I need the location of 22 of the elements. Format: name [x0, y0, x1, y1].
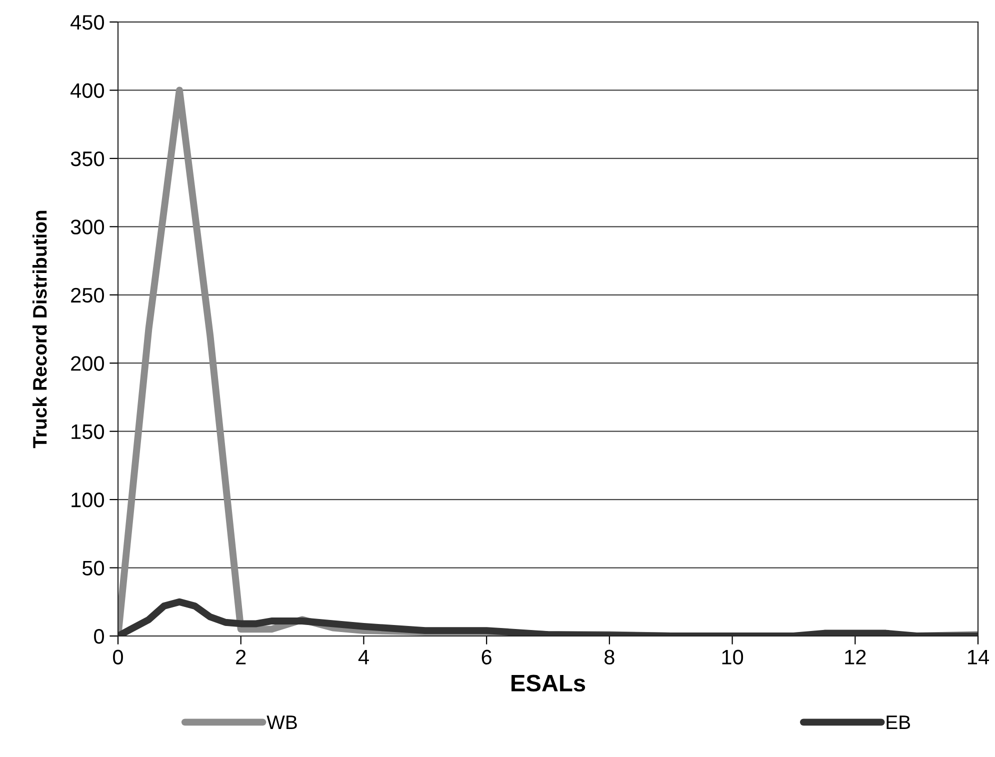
y-tick-label: 200: [71, 356, 104, 371]
x-tick-label: 12: [845, 650, 866, 664]
x-tick-label: 4: [358, 650, 369, 664]
x-axis-title: ESALs: [512, 674, 586, 692]
legend-label: EB: [886, 716, 910, 729]
y-axis-title: Truck Record Distribution: [32, 210, 47, 448]
x-tick-label: 6: [482, 650, 492, 664]
y-tick-label: 250: [71, 288, 104, 303]
x-tick-label: 8: [604, 650, 614, 664]
y-tick-label: 300: [70, 220, 104, 234]
x-tick-label: 2: [236, 650, 246, 664]
legend-label: WB: [266, 716, 297, 729]
x-tick-label: 0: [113, 650, 123, 664]
y-tick-label: 150: [72, 424, 104, 440]
x-tick-label: 10: [722, 650, 744, 664]
y-tick-label: 0: [94, 629, 104, 644]
x-tick-label: 14: [968, 650, 989, 664]
y-tick-label: 100: [72, 492, 104, 508]
y-tick-label: 400: [70, 83, 104, 98]
y-tick-label: 50: [82, 560, 104, 576]
y-tick-label: 450: [70, 15, 104, 30]
y-tick-label: 350: [70, 151, 104, 166]
